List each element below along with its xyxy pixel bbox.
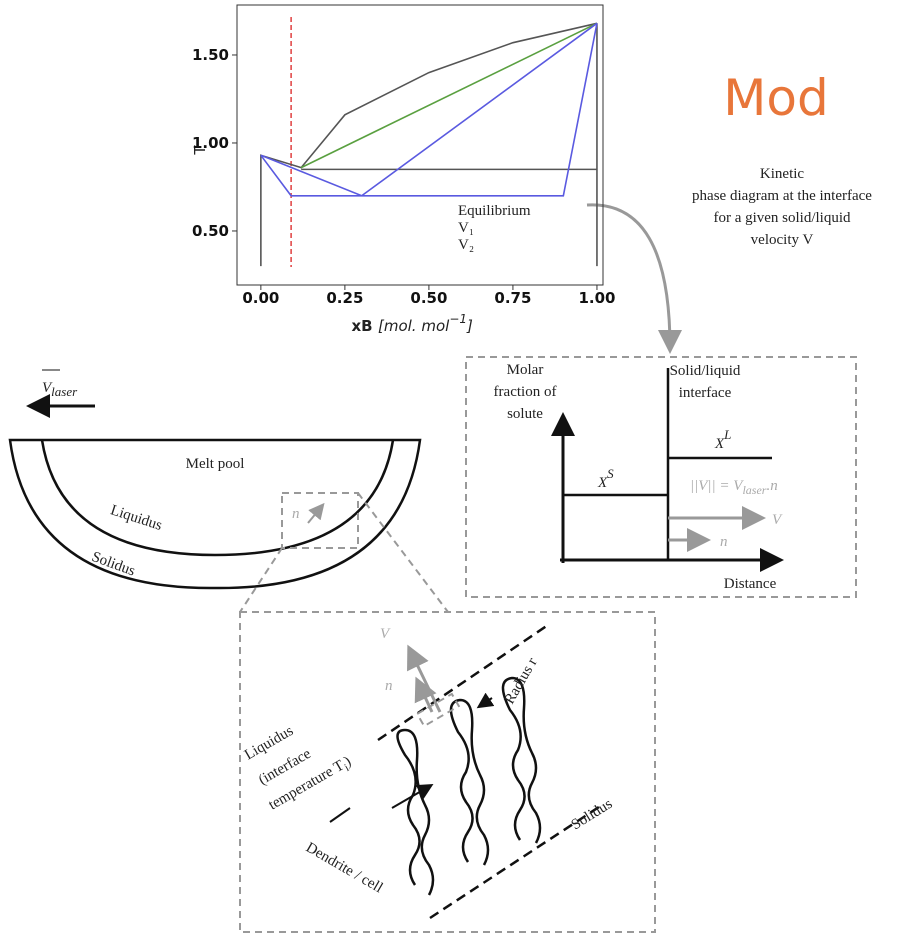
y-tick-label: 0.50 — [192, 222, 229, 240]
liquid-label: XL — [714, 427, 731, 452]
relation-sub: laser — [742, 483, 766, 497]
caption: Kinetic phase diagram at the interface f… — [692, 166, 872, 248]
relation: ||V|| = Vlaser.n — [690, 478, 778, 497]
y-axis-label: fraction of — [494, 384, 557, 400]
liquidus-label: Liquidus — [108, 502, 164, 534]
normal-label: n — [720, 534, 728, 550]
dendrite — [398, 730, 434, 895]
caption-line: phase diagram at the interface — [692, 188, 872, 204]
solid-sup: S — [607, 466, 614, 481]
x-tick-label: 0.00 — [242, 289, 279, 307]
laser-subscript: laser — [51, 384, 78, 399]
legend-entry: Equilibrium — [458, 203, 531, 219]
y-axis-label: solute — [507, 406, 543, 422]
x-tick-label: 0.75 — [494, 289, 531, 307]
interface-label: interface — [679, 385, 732, 401]
caption-line: Kinetic — [760, 166, 804, 182]
dendrite-label: Dendrite / cell — [303, 840, 385, 897]
zoom-line — [240, 548, 282, 612]
solidus-label: Solidus — [569, 796, 616, 834]
profile: Molar fraction of solute Solid/liquid in… — [466, 357, 856, 597]
dendrite-pointer — [330, 808, 350, 822]
velocity-label: V — [772, 512, 783, 528]
velocity-label: V — [380, 626, 391, 642]
melt-pool: Vlaser Melt pool Liquidus Solidus n — [10, 370, 448, 612]
solid-label: XS — [597, 466, 614, 491]
legend-entry: V₁ — [458, 220, 474, 236]
interface-label: Solid/liquid — [670, 363, 741, 379]
series-line — [301, 23, 597, 167]
normal-arrow — [308, 506, 322, 523]
dendrite — [451, 700, 488, 865]
x-axis-title: xB — [351, 317, 372, 335]
x-tick-label: 0.25 — [326, 289, 363, 307]
x-tick-label: 1.00 — [578, 289, 615, 307]
dendrites: V n Radius r Liquidus (interface tempera… — [240, 612, 655, 932]
relation-lhs: ||V|| = V — [690, 478, 744, 494]
x-axis-label: Distance — [724, 576, 777, 592]
radius-label: Radius r — [502, 655, 541, 707]
relation-rhs: .n — [766, 478, 777, 494]
zoom-line — [358, 493, 448, 612]
y-tick-label: 1.00 — [192, 134, 229, 152]
laser-label: Vlaser — [42, 380, 78, 399]
connector-arrow — [587, 205, 670, 348]
caption-line: velocity V — [751, 232, 814, 248]
slide-title: Mod — [723, 69, 828, 127]
caption-line: for a given solid/liquid — [713, 210, 851, 226]
x-unit-end: ] — [466, 317, 473, 335]
normal-label: n — [385, 678, 393, 694]
page: Mod Kinetic phase diagram at the interfa… — [0, 0, 901, 936]
x-tick-label: 0.50 — [410, 289, 447, 307]
x-axis-unit: [mol. mol−1] — [378, 312, 473, 335]
dendrite-box — [240, 612, 655, 932]
y-axis-label: Molar — [507, 362, 544, 378]
velocity-arrow — [410, 650, 440, 712]
x-unit-sup: −1 — [449, 312, 467, 326]
pool-label: Melt pool — [186, 456, 245, 472]
y-tick-label: 1.50 — [192, 46, 229, 64]
normal-label: n — [292, 506, 300, 522]
x-unit-text: [mol. mol — [378, 317, 450, 335]
radius-arrow — [480, 698, 492, 706]
liquid-sup: L — [723, 427, 731, 442]
legend-entry: V₂ — [458, 237, 474, 253]
